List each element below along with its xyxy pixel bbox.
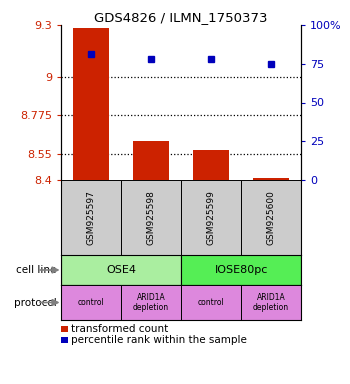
Text: GSM925599: GSM925599 — [206, 190, 216, 245]
Bar — [181, 180, 241, 255]
Text: OSE4: OSE4 — [106, 265, 136, 275]
Text: IOSE80pc: IOSE80pc — [215, 265, 268, 275]
Bar — [121, 180, 181, 255]
Bar — [253, 178, 289, 180]
Text: control: control — [198, 298, 224, 307]
Text: ARID1A
depletion: ARID1A depletion — [133, 293, 169, 312]
Title: GDS4826 / ILMN_1750373: GDS4826 / ILMN_1750373 — [94, 11, 268, 24]
Bar — [73, 28, 109, 180]
Text: GSM925597: GSM925597 — [87, 190, 96, 245]
Text: transformed count: transformed count — [71, 324, 168, 334]
Bar — [61, 285, 121, 320]
Text: ARID1A
depletion: ARID1A depletion — [253, 293, 289, 312]
Text: cell line: cell line — [16, 265, 56, 275]
Bar — [193, 150, 229, 180]
Text: GSM925598: GSM925598 — [147, 190, 156, 245]
Text: control: control — [78, 298, 105, 307]
Bar — [241, 180, 301, 255]
Bar — [133, 141, 169, 180]
Text: GSM925600: GSM925600 — [267, 190, 275, 245]
Bar — [181, 285, 241, 320]
Bar — [181, 255, 301, 285]
Bar — [61, 180, 121, 255]
Bar — [241, 285, 301, 320]
Text: protocol: protocol — [14, 298, 56, 308]
Bar — [121, 285, 181, 320]
Text: percentile rank within the sample: percentile rank within the sample — [71, 335, 247, 345]
Bar — [61, 255, 181, 285]
